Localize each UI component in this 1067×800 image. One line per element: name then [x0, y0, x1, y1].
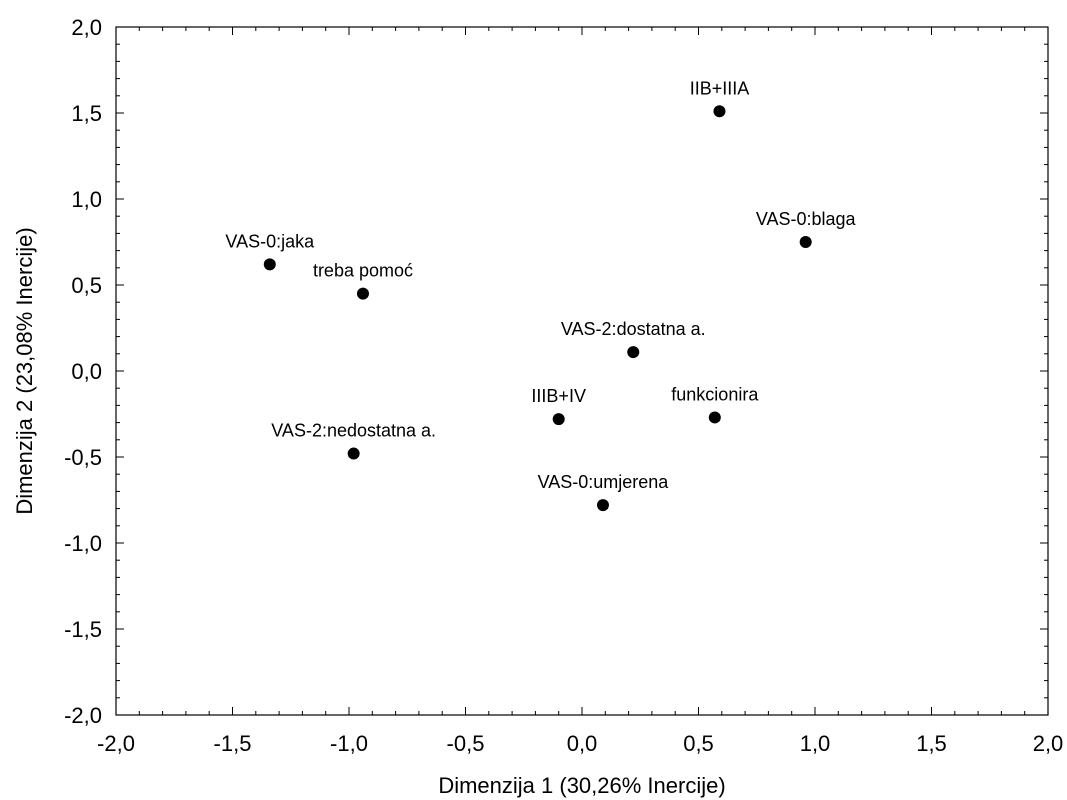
- x-axis-title: Dimenzija 1 (30,26% Inercije): [438, 773, 725, 798]
- data-point: [713, 105, 726, 118]
- data-point: [799, 236, 812, 248]
- data-point-label: VAS-0:jaka: [225, 231, 315, 251]
- y-tick-label: -1,5: [64, 617, 102, 642]
- data-point: [356, 287, 369, 300]
- y-tick-label: 0,0: [71, 359, 102, 384]
- data-point-label: treba pomoć: [313, 261, 413, 281]
- data-point: [596, 499, 609, 512]
- y-tick-label: -0,5: [64, 445, 102, 470]
- x-tick-label: -0,5: [447, 731, 485, 756]
- y-tick-label: 1,5: [71, 101, 102, 126]
- x-tick-label: -1,5: [214, 731, 252, 756]
- y-tick-labels: -2,0 -1,5 -1,0 -0,5 0,0 0,5 1,0 1,5 2,0: [64, 15, 102, 728]
- data-point-label: VAS-0:umjerena: [538, 472, 670, 492]
- data-point: [552, 413, 565, 426]
- data-point-label: VAS-2:nedostatna a.: [271, 421, 436, 441]
- y-tick-label: 2,0: [71, 15, 102, 40]
- data-point: [347, 447, 360, 460]
- x-tick-label: 2,0: [1033, 731, 1064, 756]
- axis-ticks: [115, 26, 1049, 716]
- data-point: [263, 258, 276, 271]
- x-tick-label: 1,5: [916, 731, 947, 756]
- data-point-label: IIIB+IV: [531, 386, 586, 406]
- y-tick-label: 0,5: [71, 273, 102, 298]
- point-labels: IIB+IIIA VAS-0:blaga VAS-0:jaka treba pomoć…: [225, 78, 856, 492]
- data-point-label: VAS-2:dostatna a.: [561, 319, 706, 339]
- y-tick-label: -1,0: [64, 531, 102, 556]
- x-tick-label: 1,0: [800, 731, 831, 756]
- y-axis-title: Dimenzija 2 (23,08% Inercije): [12, 227, 37, 514]
- data-point-label: VAS-0:blaga: [756, 209, 857, 229]
- x-tick-label: 0,5: [683, 731, 714, 756]
- y-tick-label: 1,0: [71, 187, 102, 212]
- data-point: [708, 411, 721, 424]
- plot-frame: [115, 26, 1049, 716]
- x-tick-label: 0,0: [567, 731, 598, 756]
- data-point: [627, 346, 640, 359]
- y-tick-label: -2,0: [64, 703, 102, 728]
- data-points: [263, 105, 812, 512]
- x-tick-labels: -2,0 -1,5 -1,0 -0,5 0,0 0,5 1,0 1,5 2,0: [97, 731, 1063, 756]
- x-tick-label: -2,0: [97, 731, 135, 756]
- data-point-label: funkcionira: [671, 384, 759, 404]
- x-tick-label: -1,0: [330, 731, 368, 756]
- data-point-label: IIB+IIIA: [690, 78, 750, 98]
